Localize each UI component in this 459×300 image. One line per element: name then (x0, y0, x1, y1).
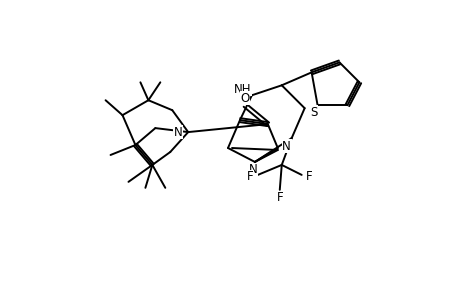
Text: F: F (306, 170, 312, 183)
Text: NH: NH (234, 83, 251, 96)
Text: N: N (248, 164, 257, 176)
Text: N: N (282, 140, 291, 152)
Text: S: S (309, 106, 317, 119)
Text: F: F (276, 191, 282, 204)
Text: O: O (240, 92, 249, 105)
Text: F: F (246, 170, 252, 183)
Text: N: N (174, 126, 182, 139)
